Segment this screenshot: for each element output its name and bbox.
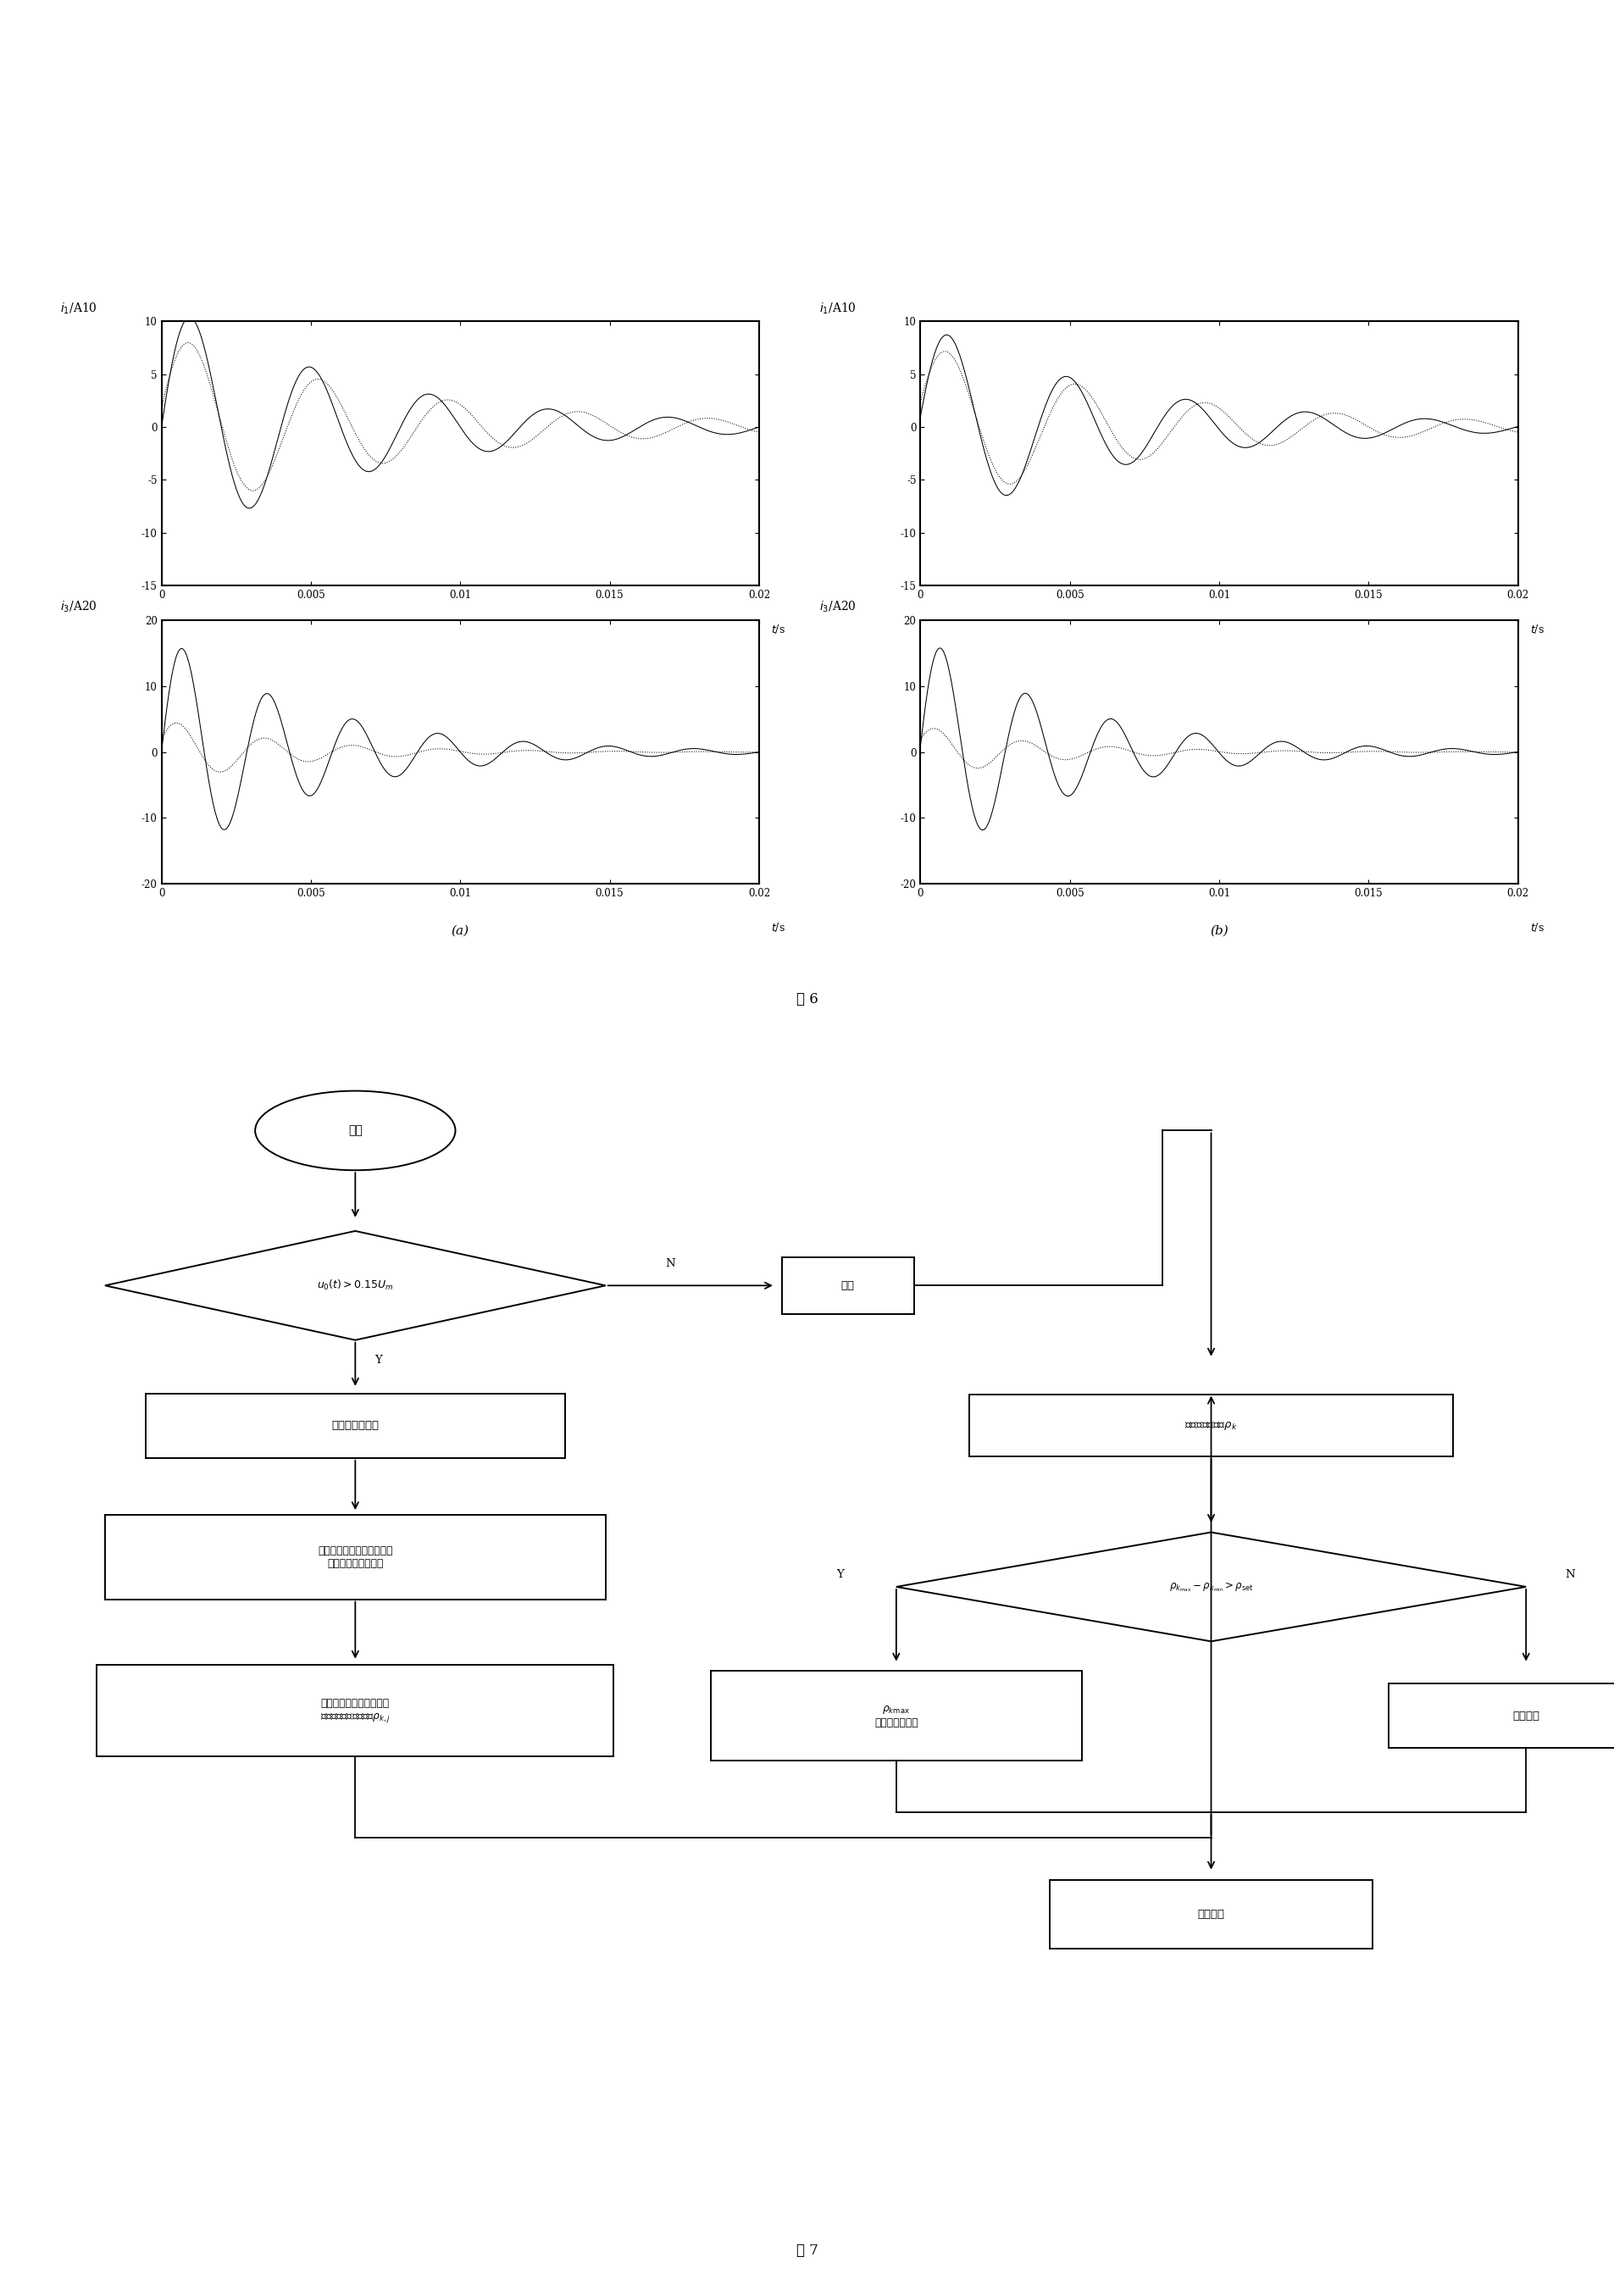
Text: 母线故障: 母线故障 (1512, 1711, 1538, 1722)
Text: $i_1$/A10: $i_1$/A10 (818, 301, 855, 317)
Text: $t$/s: $t$/s (770, 622, 784, 636)
Text: N: N (665, 1258, 675, 1270)
Polygon shape (105, 1231, 605, 1341)
Text: $i_1$/A10: $i_1$/A10 (60, 301, 97, 317)
Text: $\rho_{k\mathrm{max}}$
对应的线路故障: $\rho_{k\mathrm{max}}$ 对应的线路故障 (873, 1704, 918, 1729)
Text: Y: Y (836, 1568, 843, 1580)
Text: 依次假设各馈线为故障馈线
模拟各馈线零序电流: 依次假设各馈线为故障馈线 模拟各馈线零序电流 (318, 1545, 392, 1568)
Ellipse shape (255, 1091, 455, 1171)
Text: $\rho_{k_{\mathrm{max}}}-\rho_{k_{\mathrm{min}}}>\rho_{\mathrm{set}}$: $\rho_{k_{\mathrm{max}}}-\rho_{k_{\mathr… (1169, 1580, 1252, 1593)
Bar (1388, 1683, 1614, 1747)
Bar (968, 1394, 1453, 1456)
Text: 返回: 返回 (841, 1281, 854, 1290)
Bar (710, 1671, 1081, 1761)
Bar (1049, 1880, 1372, 1949)
Text: 图 7: 图 7 (796, 2243, 818, 2257)
Text: 求平均相关系数$\rho_k$: 求平均相关系数$\rho_k$ (1185, 1419, 1236, 1433)
Text: $u_0(t)>0.15U_m$: $u_0(t)>0.15U_m$ (316, 1279, 394, 1293)
Bar (145, 1394, 565, 1458)
Text: (b): (b) (1209, 925, 1228, 937)
Polygon shape (896, 1531, 1525, 1642)
Text: N: N (1564, 1568, 1574, 1580)
Text: 显示结果: 显示结果 (1198, 1908, 1223, 1919)
Bar (97, 1665, 613, 1756)
Text: $i_3$/A20: $i_3$/A20 (818, 599, 855, 615)
Text: 开始: 开始 (349, 1125, 362, 1137)
Text: (a): (a) (450, 925, 470, 937)
Text: $i_3$/A20: $i_3$/A20 (60, 599, 97, 615)
Text: 信号滤波预处理: 信号滤波预处理 (331, 1421, 379, 1430)
Text: $t$/s: $t$/s (1528, 622, 1543, 636)
Text: 图 6: 图 6 (796, 992, 818, 1006)
Text: 求取各馈线零序电流实测
与模拟信号的相关系数$\rho_{k,j}$: 求取各馈线零序电流实测 与模拟信号的相关系数$\rho_{k,j}$ (320, 1697, 391, 1724)
Text: Y: Y (374, 1355, 383, 1366)
Bar (781, 1256, 914, 1313)
Bar (105, 1515, 605, 1600)
Text: $t$/s: $t$/s (1528, 921, 1543, 934)
Text: $t$/s: $t$/s (770, 921, 784, 934)
